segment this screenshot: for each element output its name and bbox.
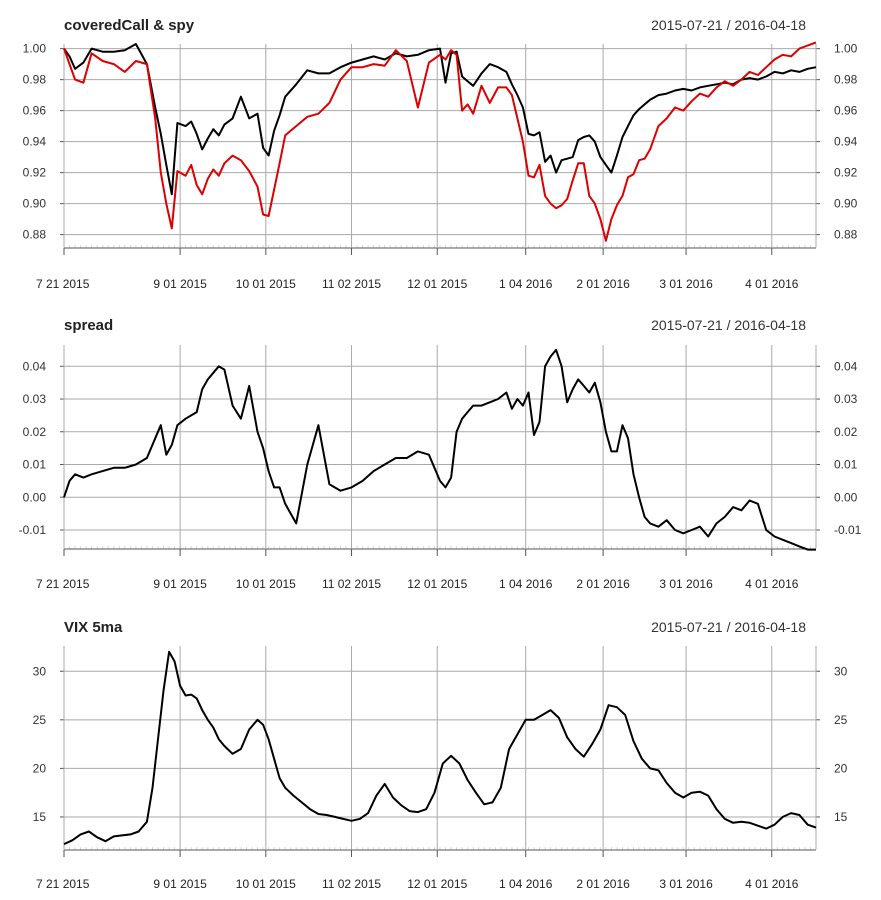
y-tick-label-right: 25	[834, 713, 848, 727]
y-axis-left: 15 20 25 30	[33, 664, 47, 824]
plot-area	[60, 646, 820, 857]
y-tick-label-right: -0.01	[834, 523, 862, 537]
x-tick-label: 10 01 2015	[236, 577, 296, 591]
x-tick-label: 1 04 2016	[499, 277, 553, 291]
y-tick-label: 0.94	[23, 135, 47, 149]
y-tick-label-right: 0.90	[834, 197, 858, 211]
x-tick-label: 11 02 2015	[322, 877, 381, 891]
x-tick-label: 7 21 2015	[36, 577, 90, 591]
y-tick-label: 25	[33, 713, 47, 727]
y-tick-label-right: 0.02	[834, 425, 858, 439]
panel-title: coveredCall & spy	[64, 17, 195, 34]
x-tick-label: 2 01 2016	[576, 577, 630, 591]
y-tick-label: 0.96	[23, 104, 47, 118]
y-axis-right: 15 20 25 30	[834, 664, 848, 824]
x-tick-label: 11 02 2015	[322, 577, 381, 591]
y-tick-label: 20	[33, 761, 47, 775]
y-tick-label: 15	[33, 810, 47, 824]
y-tick-label-right: 0.96	[834, 104, 858, 118]
y-axis-right: -0.01 0.00 0.01 0.02 0.03 0.04	[834, 359, 862, 537]
y-tick-label: 1.00	[23, 42, 47, 56]
panel-vix-5ma: VIX 5ma 2015-07-21 / 2016-04-18 15 20 25…	[33, 619, 848, 891]
y-tick-label: 0.04	[23, 359, 47, 373]
x-tick-label: 12 01 2015	[407, 577, 467, 591]
x-axis: 7 21 2015 9 01 2015 10 01 2015 11 02 201…	[36, 277, 799, 291]
x-tick-label: 7 21 2015	[36, 277, 90, 291]
y-axis-left: 0.88 0.90 0.92 0.94 0.96 0.98 1.00	[23, 42, 47, 242]
series-line-vix-5ma	[63, 650, 817, 846]
y-axis-right: 0.88 0.90 0.92 0.94 0.96 0.98 1.00	[834, 42, 858, 242]
x-tick-label: 4 01 2016	[745, 577, 799, 591]
x-tick-label: 3 01 2016	[659, 877, 713, 891]
series-line-coveredcall	[63, 43, 817, 196]
series-line-spy	[63, 41, 817, 242]
x-tick-label: 1 04 2016	[499, 577, 553, 591]
y-tick-label-right: 0.92	[834, 166, 858, 180]
y-tick-label-right: 20	[834, 761, 848, 775]
x-tick-label: 4 01 2016	[745, 277, 799, 291]
y-tick-label-right: 0.04	[834, 359, 858, 373]
y-tick-label-right: 0.00	[834, 490, 858, 504]
x-tick-label: 7 21 2015	[36, 877, 90, 891]
x-tick-label: 10 01 2015	[236, 877, 296, 891]
y-tick-label-right: 0.98	[834, 73, 858, 87]
y-tick-label: 0.01	[23, 458, 47, 472]
y-tick-label: 0.98	[23, 73, 47, 87]
y-tick-label: 0.03	[23, 392, 47, 406]
x-tick-label: 9 01 2015	[153, 277, 207, 291]
x-tick-label: 3 01 2016	[659, 277, 713, 291]
panel-date-range: 2015-07-21 / 2016-04-18	[651, 17, 806, 33]
x-tick-label: 10 01 2015	[236, 277, 296, 291]
panel-title: VIX 5ma	[64, 619, 123, 636]
panel-date-range: 2015-07-21 / 2016-04-18	[651, 317, 806, 333]
x-tick-label: 9 01 2015	[153, 577, 207, 591]
x-axis: 7 21 2015 9 01 2015 10 01 2015 11 02 201…	[36, 877, 799, 891]
y-axis-left: -0.01 0.00 0.01 0.02 0.03 0.04	[19, 359, 47, 537]
x-tick-label: 12 01 2015	[407, 877, 467, 891]
y-tick-label-right: 0.94	[834, 135, 858, 149]
x-tick-label: 11 02 2015	[322, 277, 381, 291]
x-axis: 7 21 2015 9 01 2015 10 01 2015 11 02 201…	[36, 577, 799, 591]
x-tick-label: 9 01 2015	[153, 877, 207, 891]
panel-coveredcall-spy: coveredCall & spy 2015-07-21 / 2016-04-1…	[23, 17, 858, 291]
y-tick-label: 0.02	[23, 425, 47, 439]
x-tick-label: 2 01 2016	[576, 277, 630, 291]
panel-title: spread	[64, 317, 113, 334]
panel-date-range: 2015-07-21 / 2016-04-18	[651, 619, 806, 635]
y-tick-label: -0.01	[19, 523, 47, 537]
x-tick-label: 1 04 2016	[499, 877, 553, 891]
y-tick-label: 30	[33, 664, 47, 678]
y-tick-label: 0.88	[23, 228, 47, 242]
y-tick-label-right: 15	[834, 810, 848, 824]
y-tick-label-right: 0.01	[834, 458, 858, 472]
panel-spread: spread 2015-07-21 / 2016-04-18 -0.01 0.0…	[19, 317, 862, 591]
x-tick-label: 2 01 2016	[576, 877, 630, 891]
x-tick-label: 4 01 2016	[745, 877, 799, 891]
y-tick-label: 0.00	[23, 490, 47, 504]
y-tick-label-right: 0.88	[834, 228, 858, 242]
y-tick-label: 0.92	[23, 166, 47, 180]
y-tick-label-right: 1.00	[834, 42, 858, 56]
plot-area	[60, 345, 820, 556]
y-tick-label: 0.90	[23, 197, 47, 211]
x-tick-label: 3 01 2016	[659, 577, 713, 591]
y-tick-label-right: 0.03	[834, 392, 858, 406]
x-tick-label: 12 01 2015	[407, 277, 467, 291]
series-line-spread	[63, 348, 816, 551]
plot-area	[60, 41, 820, 255]
y-tick-label-right: 30	[834, 664, 848, 678]
